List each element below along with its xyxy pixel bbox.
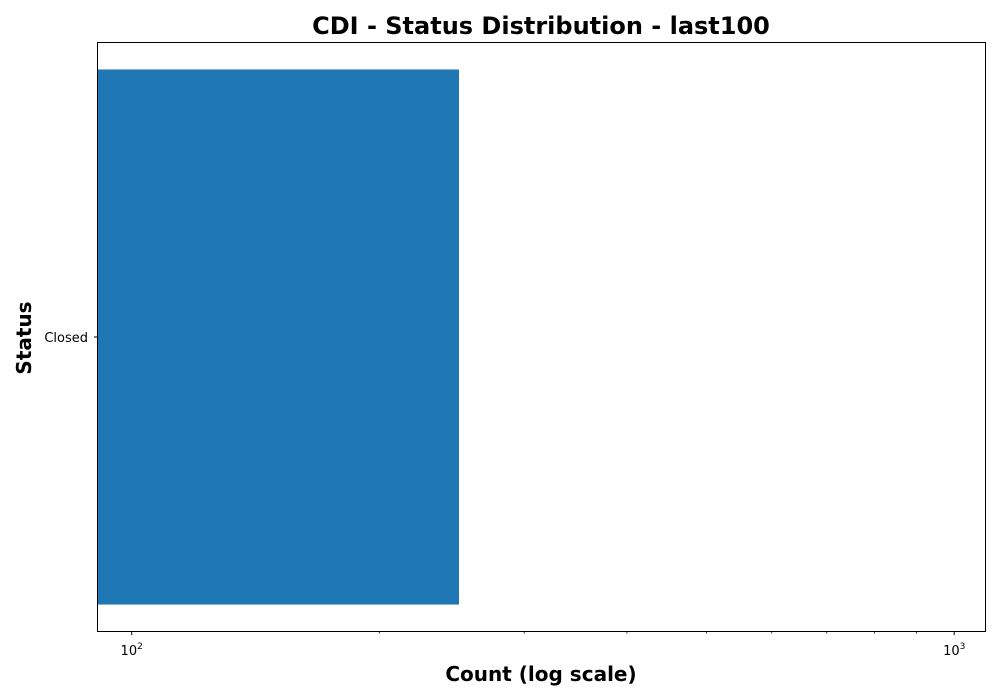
x-tick-label: 102 xyxy=(121,642,143,659)
bars-group xyxy=(98,69,460,605)
y-axis-ticks: Closed xyxy=(44,331,98,346)
y-tick-label: Closed xyxy=(44,331,88,346)
x-tick-label: 103 xyxy=(943,642,965,659)
y-axis-label: Status xyxy=(12,301,36,374)
bar-closed xyxy=(98,69,460,605)
x-axis-ticks: 102 103 xyxy=(121,631,965,659)
chart-title: CDI - Status Distribution - last100 xyxy=(312,12,770,40)
x-axis-label: Count (log scale) xyxy=(445,662,636,686)
